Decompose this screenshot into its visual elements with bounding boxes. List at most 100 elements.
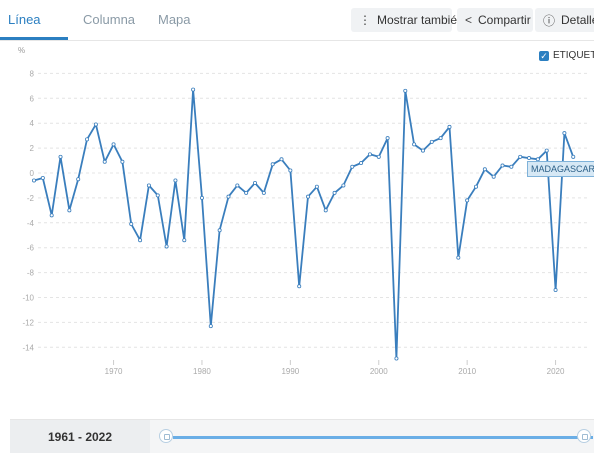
share-button[interactable]: < Compartir [457, 8, 533, 32]
data-point[interactable] [191, 87, 196, 92]
tab-mapa[interactable]: Mapa [158, 12, 191, 27]
data-point[interactable] [111, 142, 116, 147]
data-point[interactable] [252, 180, 257, 185]
data-point[interactable] [182, 238, 187, 243]
top-toolbar: Línea Columna Mapa ⋮ Mostrar también < C… [0, 0, 594, 41]
more-vertical-icon: ⋮ [359, 13, 371, 27]
active-tab-indicator [0, 37, 68, 40]
info-icon: ⓘ [543, 13, 556, 28]
data-point[interactable] [129, 222, 134, 227]
data-point[interactable] [562, 131, 567, 136]
y-tick-label: -2 [27, 194, 35, 203]
data-point[interactable] [32, 178, 37, 183]
details-button[interactable]: ⓘ Detalles [535, 8, 594, 32]
y-axis-unit: % [18, 46, 26, 55]
data-point[interactable] [217, 228, 222, 233]
data-point[interactable] [85, 137, 90, 142]
data-point[interactable] [447, 124, 452, 129]
data-point[interactable] [527, 156, 532, 161]
x-tick-label: 2000 [370, 367, 388, 376]
data-point[interactable] [500, 163, 505, 168]
data-point[interactable] [491, 174, 496, 179]
data-point[interactable] [438, 136, 443, 141]
y-tick-label: -4 [27, 219, 35, 228]
series-tooltip: MADAGASCAR [527, 161, 594, 177]
grid [38, 72, 590, 348]
data-point[interactable] [235, 183, 240, 188]
data-point[interactable] [359, 161, 364, 166]
data-point[interactable] [571, 154, 576, 159]
x-axis-ticks: 1970 1980 1990 2000 2010 2020 [105, 360, 565, 376]
data-point[interactable] [465, 198, 470, 203]
data-point[interactable] [270, 162, 275, 167]
data-point[interactable] [261, 190, 266, 195]
data-point[interactable] [314, 184, 319, 189]
data-point[interactable] [120, 159, 125, 164]
data-point[interactable] [93, 122, 98, 127]
data-point[interactable] [288, 168, 293, 173]
data-point[interactable] [509, 164, 514, 169]
data-point[interactable] [297, 284, 302, 289]
data-point[interactable] [102, 159, 107, 164]
y-tick-label: 8 [30, 69, 35, 78]
data-point[interactable] [164, 244, 169, 249]
data-point[interactable] [306, 194, 311, 199]
labels-checkbox[interactable]: ✓ ETIQUETA [539, 50, 594, 61]
x-tick-label: 2010 [458, 367, 476, 376]
y-tick-label: 4 [30, 119, 35, 128]
show-also-label: Mostrar también [377, 13, 464, 27]
data-point[interactable] [226, 194, 231, 199]
data-point[interactable] [473, 184, 478, 189]
show-also-button[interactable]: ⋮ Mostrar también [351, 8, 464, 32]
tab-linea[interactable]: Línea [8, 12, 41, 27]
y-tick-label: -8 [27, 269, 35, 278]
data-point[interactable] [367, 152, 372, 157]
data-point[interactable] [403, 88, 408, 93]
y-tick-label: 0 [30, 169, 35, 178]
range-start-handle[interactable] [159, 429, 173, 443]
data-point[interactable] [429, 139, 434, 144]
data-point[interactable] [173, 178, 178, 183]
data-point[interactable] [518, 154, 523, 159]
data-point[interactable] [332, 190, 337, 195]
data-point[interactable] [199, 195, 204, 200]
tab-columna[interactable]: Columna [83, 12, 136, 27]
y-tick-label: -6 [27, 244, 35, 253]
data-point[interactable] [138, 238, 143, 243]
y-tick-label: 6 [30, 94, 35, 103]
data-point[interactable] [279, 157, 284, 162]
y-tick-label: -12 [22, 318, 34, 327]
data-point[interactable] [76, 177, 81, 182]
data-point[interactable] [420, 148, 425, 153]
y-tick-label: 2 [30, 144, 35, 153]
data-point[interactable] [394, 356, 399, 361]
data-point[interactable] [553, 288, 558, 293]
range-end-handle[interactable] [577, 429, 591, 443]
data-point[interactable] [341, 183, 346, 188]
x-tick-label: 1980 [193, 367, 211, 376]
range-slider-track[interactable] [173, 436, 593, 439]
series-line-madagascar [33, 88, 575, 360]
y-tick-label: -10 [22, 294, 34, 303]
x-tick-label: 2020 [547, 367, 565, 376]
data-point[interactable] [323, 208, 328, 213]
labels-checkbox-label: ETIQUETA [553, 50, 594, 61]
data-point[interactable] [67, 208, 72, 213]
data-point[interactable] [482, 167, 487, 172]
data-point[interactable] [244, 190, 249, 195]
data-point[interactable] [535, 157, 540, 162]
data-point[interactable] [146, 183, 151, 188]
data-point[interactable] [40, 175, 45, 180]
data-point[interactable] [412, 142, 417, 147]
data-point[interactable] [385, 136, 390, 141]
data-point[interactable] [49, 213, 54, 218]
data-point[interactable] [350, 164, 355, 169]
data-point[interactable] [58, 154, 63, 159]
data-point[interactable] [544, 148, 549, 153]
x-tick-label: 1970 [105, 367, 123, 376]
data-point[interactable] [456, 255, 461, 260]
data-point[interactable] [208, 324, 213, 329]
data-point[interactable] [155, 193, 160, 198]
y-tick-label: -14 [22, 343, 34, 352]
data-point[interactable] [376, 154, 381, 159]
